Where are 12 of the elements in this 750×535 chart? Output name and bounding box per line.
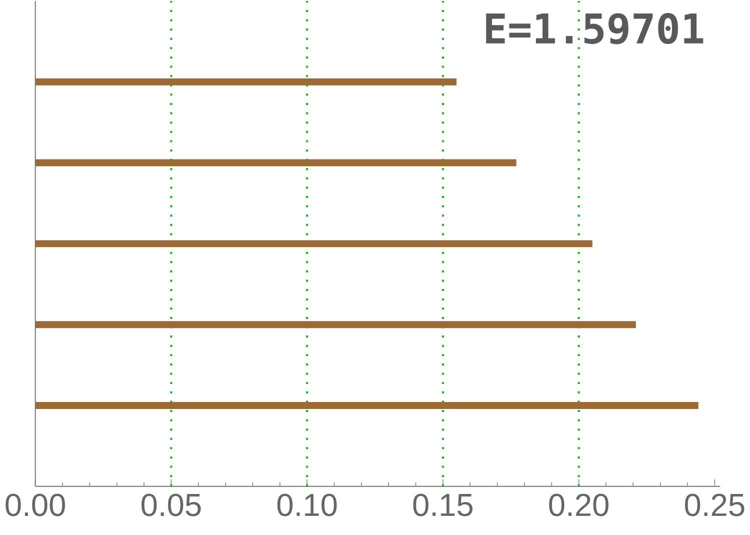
bar: [35, 159, 516, 166]
x-tick-label: 0.05: [142, 494, 201, 516]
x-tick-label: 0.20: [549, 494, 608, 516]
bar: [35, 78, 457, 86]
x-tick-label: 0.15: [413, 494, 473, 516]
x-tick-label: 0.10: [277, 494, 337, 516]
bar: [35, 240, 592, 248]
x-tick-label: 0.00: [6, 494, 66, 516]
bar: [35, 402, 698, 409]
x-tick-label: 0.25: [684, 494, 744, 516]
annotation: E=1.59701: [486, 12, 704, 44]
bar: [35, 320, 636, 328]
